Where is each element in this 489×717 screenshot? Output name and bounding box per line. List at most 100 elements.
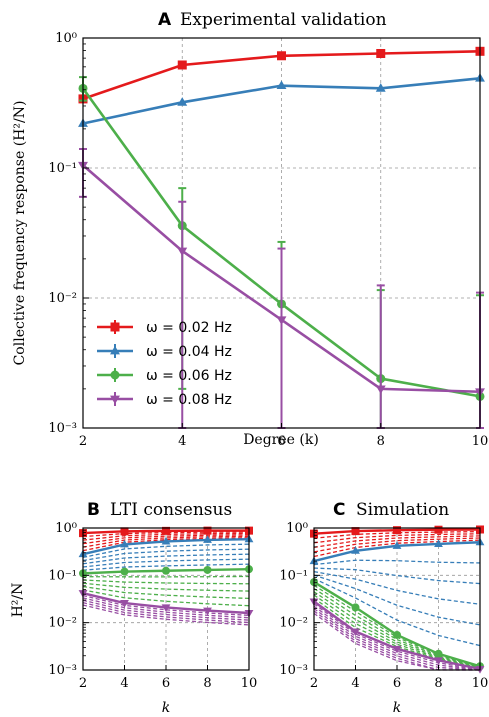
panel-a-xlabel: Degree (k) [243,432,319,448]
purple-family-line [82,599,250,621]
blue-family-line [82,558,250,568]
panel-c-xlabel: k [393,700,401,716]
red-data-point [120,527,129,536]
red-family-line [313,533,481,544]
y-tick-label: 10⁰ [286,521,308,536]
red-data-point [376,48,386,58]
purple-data-point [161,604,171,613]
blue-family-line [82,553,250,565]
blue-family-line [313,574,481,626]
panel-c: C Simulation 2 4 6 8 10 10⁰ 10⁻¹ 10⁻² 10⁻³ k [279,500,488,716]
green-data-point [434,649,443,658]
purple-data-point [203,607,212,616]
red-family-line [313,535,481,549]
x-tick-label: 10 [472,676,489,691]
purple-data-point [177,247,188,257]
blue-data-point [203,535,212,543]
green-data-point [351,603,360,612]
purple-data-point [375,385,386,395]
x-tick-label: 2 [79,676,87,691]
y-tick-label: 10⁻³ [279,663,308,678]
red-data-point [162,526,170,535]
green-data-point [203,565,212,574]
y-tick-label: 10⁻³ [48,421,77,436]
y-tick-label: 10⁻³ [48,663,77,678]
purple-family-line [313,605,481,671]
panel-a: A Experimental validation 2 4 6 8 10 10⁰ 10⁻¹ 1… [12,10,488,449]
purple-data-point [120,600,129,608]
y-tick-label: 10⁰ [55,521,77,536]
legend: ω = 0.02 Hz ω = 0.04 Hz ω = 0.06 Hz ω = 0.0… [97,320,232,408]
red-family-line [313,530,481,539]
legend-label: ω = 0.08 Hz [146,392,232,408]
green-family-line [82,579,250,585]
panel-b-title: LTI consensus [110,500,232,520]
green-family-line [313,594,481,669]
panel-a-ticks: 2 4 6 8 10 10⁰ 10⁻¹ 10⁻² 10⁻³ [48,31,488,449]
legend-marker [110,395,120,405]
blue-data-point [177,97,188,106]
blue-data-point [434,539,443,547]
panel-a-letter: A [158,10,172,30]
red-data-point [393,526,401,535]
panel-c-series [309,525,485,674]
y-tick-label: 10⁻¹ [48,161,77,176]
blue-data-point [351,546,360,554]
red-data-point [177,60,187,70]
legend-label: ω = 0.06 Hz [146,368,232,384]
red-family-line [82,535,250,548]
purple-data-point [434,657,443,665]
panel-c-grid [314,528,480,670]
blue-data-point [375,83,386,92]
purple-data-point [392,645,402,654]
green-data-point [120,567,129,576]
green-data-point [393,630,401,639]
panel-b-series [78,526,254,626]
x-tick-label: 8 [377,434,385,449]
legend-label: ω = 0.04 Hz [146,344,232,360]
x-tick-label: 2 [79,434,87,449]
panel-a-title: Experimental validation [180,10,387,30]
x-tick-label: 4 [351,676,359,691]
blue-family-line [313,577,481,647]
red-family-line [82,531,250,538]
red-family-line [82,537,250,552]
red-data-point [434,525,443,534]
legend-marker [110,370,120,380]
x-tick-label: 8 [434,676,442,691]
y-tick-label: 10⁻² [279,616,308,631]
y-tick-label: 10⁻¹ [48,568,77,583]
green-family-line [82,582,250,592]
x-tick-label: 10 [241,676,258,691]
blue-data-point [120,539,129,548]
x-tick-label: 6 [162,676,170,691]
blue-family-line [82,563,250,571]
panel-b-xlabel: k [162,700,170,716]
y-tick-label: 10⁻¹ [279,568,308,583]
blue-family-line [313,559,481,566]
purple-data-point [351,628,360,637]
green-family-line [82,585,250,600]
x-tick-label: 6 [277,434,285,449]
y-tick-label: 10⁻² [48,616,77,631]
blue-family-line [313,570,481,605]
green-family-line [313,597,481,670]
blue-data-point [276,80,287,90]
x-tick-label: 4 [120,676,128,691]
x-tick-label: 8 [203,676,211,691]
panel-a-ylabel: Collective frequency response (H²/N) [12,101,28,366]
green-data-point [162,566,170,575]
legend-marker [110,345,120,355]
red-data-point [203,526,212,535]
panel-c-title: Simulation [356,500,449,520]
purple-family-line [313,603,481,671]
blue-family-line [313,567,481,585]
x-tick-label: 10 [472,434,489,449]
panel-b-ylabel: H²/N [10,583,26,618]
purple-data-point [276,316,287,325]
green-family-line [313,591,481,669]
legend-marker [110,322,120,332]
purple-family-line [82,597,250,619]
blue-data-point [392,541,402,549]
